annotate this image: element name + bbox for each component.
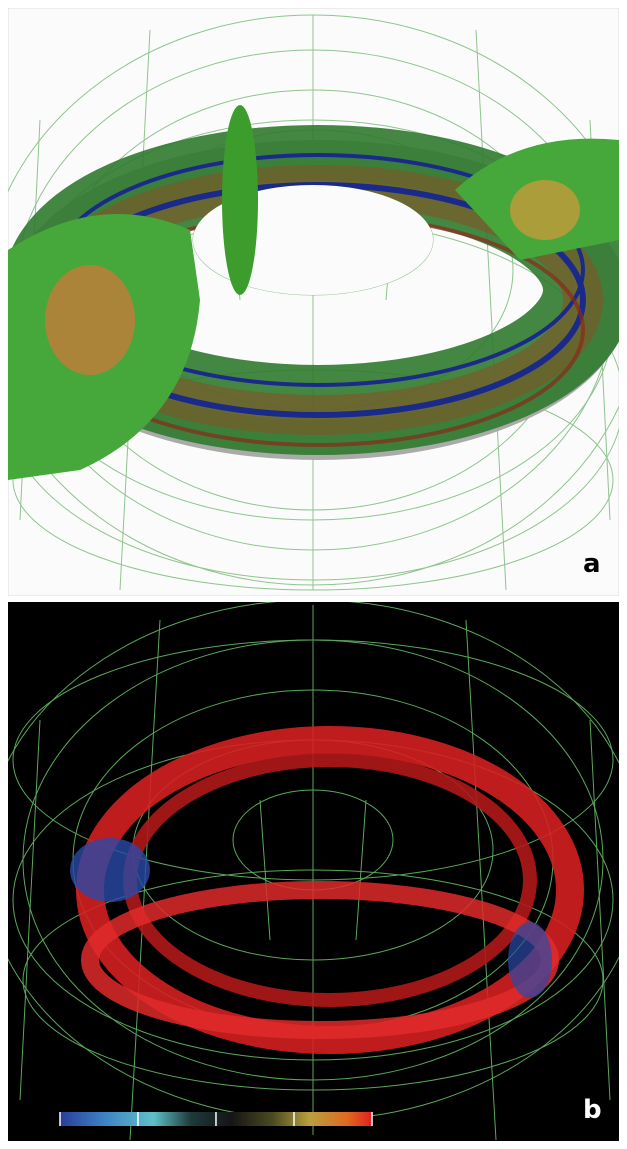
colorbar-label: 22.8 xyxy=(198,1132,234,1149)
colorbar-label: -227.4 xyxy=(111,1132,165,1149)
colorbar-label: 273.1 xyxy=(271,1132,316,1149)
panel-label: b xyxy=(583,1095,602,1125)
panel-label: a xyxy=(583,549,601,579)
panel-a: a xyxy=(0,8,627,596)
colorbar-label: 523.3 xyxy=(349,1132,394,1149)
figure: a -477.6 -227.4 22.8 273.1 523.3 b xyxy=(0,0,627,1149)
panel-b: -477.6 -227.4 22.8 273.1 523.3 b xyxy=(0,600,627,1149)
colorbar-label: -477.6 xyxy=(8,1132,62,1149)
